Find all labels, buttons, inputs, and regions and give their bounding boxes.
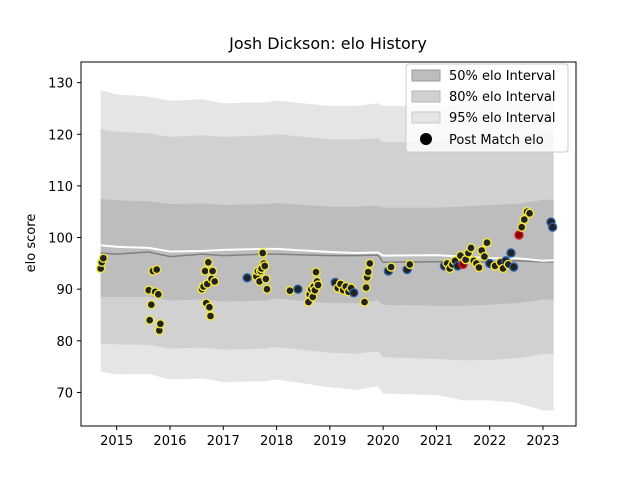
post-match-point-18 — [204, 302, 215, 312]
post-match-point-23 — [242, 273, 252, 283]
post-match-point-19 — [205, 311, 216, 321]
post-match-point-91 — [524, 208, 535, 219]
y-tick-label-130: 130 — [48, 77, 73, 92]
legend-swatch-80 — [411, 90, 441, 103]
post-match-point-61 — [405, 259, 415, 270]
y-tick-label-100: 100 — [48, 232, 73, 247]
y-tick-label-120: 120 — [48, 128, 73, 143]
legend-frame — [405, 63, 569, 153]
post-match-point-78 — [482, 237, 492, 248]
y-tick-label-90: 90 — [56, 283, 73, 298]
post-match-point-34 — [285, 286, 295, 296]
post-match-point-32 — [261, 274, 271, 284]
legend-marker-post-match — [420, 133, 432, 145]
x-tick-label-2023: 2023 — [526, 434, 559, 449]
post-match-point-75 — [474, 262, 484, 273]
mean-line — [100, 244, 554, 262]
legend-label-post-match: Post Match elo — [449, 133, 544, 148]
post-match-point-87 — [514, 230, 524, 240]
x-tick-label-2018: 2018 — [260, 434, 293, 449]
post-match-point-77 — [479, 251, 490, 262]
post-match-point-57 — [365, 258, 375, 269]
post-match-point-85 — [506, 248, 516, 258]
axes: 2015 2016 2017 2018 2019 2020 2021 2022 2023 70 80… — [48, 61, 577, 449]
legend-label-95: 95% elo Interval — [449, 111, 556, 126]
post-match-point-21 — [207, 266, 218, 276]
legend-swatch-50 — [411, 69, 441, 82]
post-match-point-29 — [258, 248, 268, 258]
x-tick-label-2020: 2020 — [367, 434, 400, 449]
post-match-point-56 — [363, 267, 373, 277]
y-tick-label-80: 80 — [56, 335, 73, 350]
x-tick-label-2019: 2019 — [313, 434, 346, 449]
post-match-point-86 — [509, 262, 519, 272]
x-tick-label-2022: 2022 — [473, 434, 506, 449]
post-match-point-8 — [151, 264, 162, 275]
post-match-point-35 — [293, 284, 303, 294]
x-tick-label-2015: 2015 — [100, 434, 133, 449]
post-match-point-17 — [203, 257, 214, 267]
legend-label-80: 80% elo Interval — [449, 90, 556, 105]
post-match-point-4 — [144, 315, 155, 325]
x-tick-label-2017: 2017 — [207, 434, 240, 449]
post-match-point-88 — [517, 222, 527, 232]
post-match-point-54 — [361, 282, 371, 293]
post-match-point-44 — [313, 280, 323, 290]
post-match-point-52 — [349, 288, 359, 298]
post-match-point-42 — [311, 267, 321, 277]
x-tick-label-2021: 2021 — [420, 434, 453, 449]
legend-swatch-95 — [411, 111, 441, 124]
post-match-point-2 — [98, 253, 109, 263]
post-match-point-9 — [153, 289, 164, 299]
post-match-point-53 — [359, 297, 370, 307]
x-tick-label-2016: 2016 — [153, 434, 186, 449]
post-match-point-59 — [386, 262, 396, 272]
y-tick-label-70: 70 — [56, 386, 73, 401]
chart-title: Josh Dickson: elo History — [228, 34, 427, 53]
post-match-point-93 — [547, 222, 558, 232]
post-match-point-5 — [146, 300, 157, 310]
legend-label-50: 50% elo Interval — [449, 69, 556, 84]
post-match-point-11 — [155, 319, 166, 329]
legend: 50% elo Interval 80% elo Interval 95% el… — [405, 63, 569, 153]
post-match-point-72 — [466, 243, 476, 253]
post-match-point-31 — [260, 261, 270, 271]
post-match-point-22 — [209, 276, 220, 287]
axes-frame — [80, 61, 577, 427]
post-match-point-33 — [262, 284, 272, 294]
y-tick-label-110: 110 — [48, 180, 73, 195]
y-axis-label: elo score — [24, 214, 39, 273]
plot-area — [95, 90, 558, 411]
